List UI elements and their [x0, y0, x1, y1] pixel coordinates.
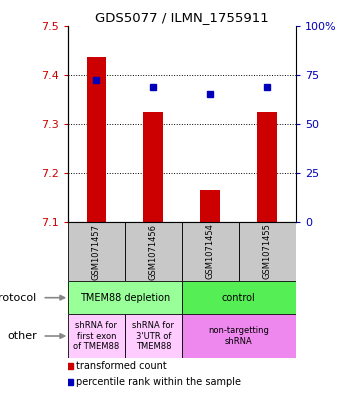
Bar [143, 112, 164, 222]
Text: transformed count: transformed count [76, 362, 167, 371]
Text: GSM1071455: GSM1071455 [263, 224, 272, 279]
Text: percentile rank within the sample: percentile rank within the sample [76, 377, 241, 387]
Bar [125, 222, 182, 281]
Bar [200, 190, 220, 222]
Text: control: control [222, 293, 256, 303]
Bar [182, 281, 296, 314]
Text: non-targetting
shRNA: non-targetting shRNA [208, 326, 269, 346]
Bar [239, 222, 296, 281]
Bar [86, 57, 106, 222]
Bar [257, 112, 277, 222]
Text: other: other [7, 331, 37, 341]
Bar [182, 222, 239, 281]
Bar [68, 314, 125, 358]
Bar [68, 222, 125, 281]
Text: shRNA for
first exon
of TMEM88: shRNA for first exon of TMEM88 [73, 321, 120, 351]
Text: TMEM88 depletion: TMEM88 depletion [80, 293, 170, 303]
Text: GSM1071456: GSM1071456 [149, 224, 158, 279]
Text: protocol: protocol [0, 293, 37, 303]
Text: GSM1071457: GSM1071457 [92, 224, 101, 279]
Bar [125, 314, 182, 358]
Text: shRNA for
3'UTR of
TMEM88: shRNA for 3'UTR of TMEM88 [132, 321, 174, 351]
Bar [182, 314, 296, 358]
Title: GDS5077 / ILMN_1755911: GDS5077 / ILMN_1755911 [95, 11, 269, 24]
Bar [68, 281, 182, 314]
Text: GSM1071454: GSM1071454 [206, 224, 215, 279]
